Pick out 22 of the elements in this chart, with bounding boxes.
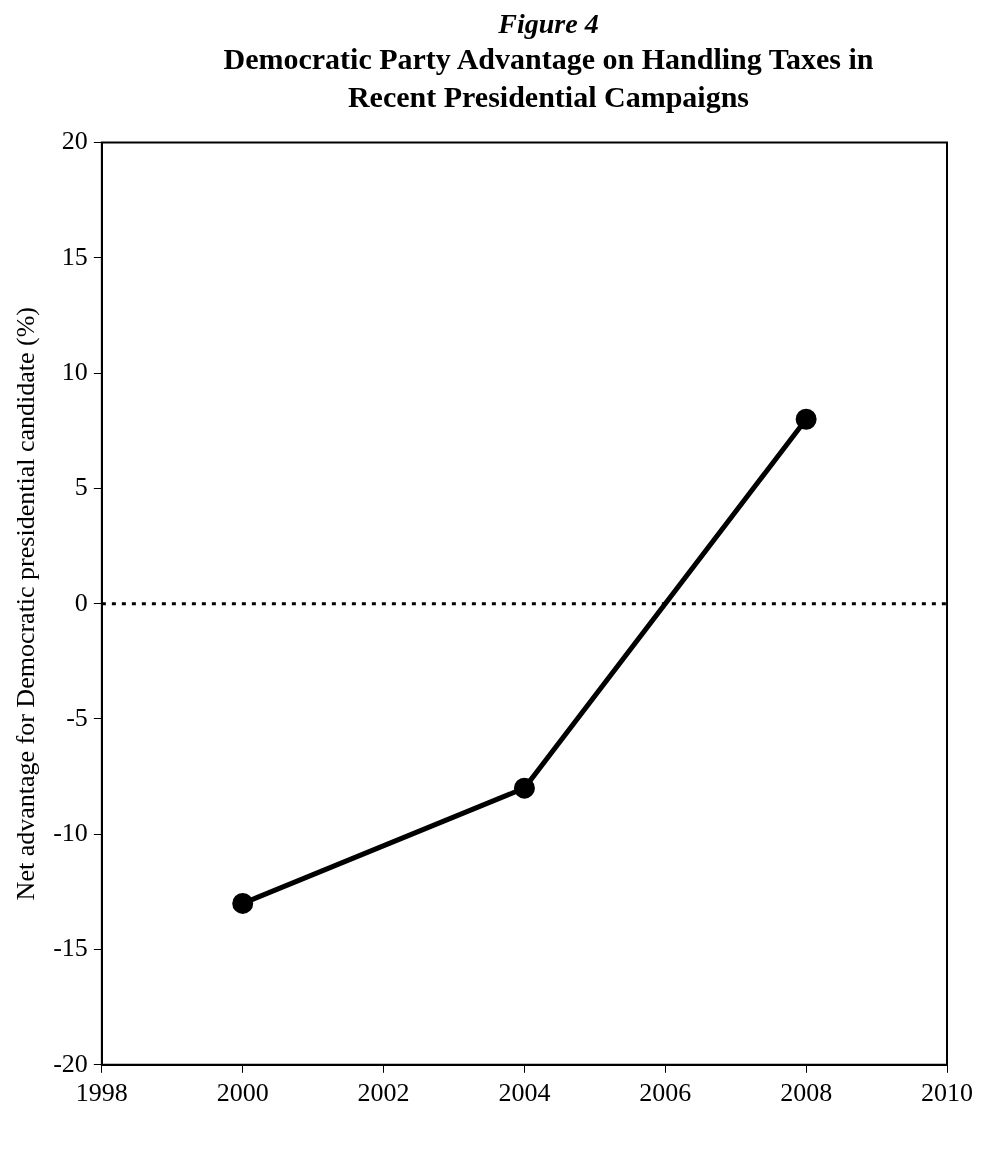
point bbox=[795, 408, 817, 430]
y-tick-label: -5 bbox=[66, 702, 88, 732]
y-tick-label: 15 bbox=[61, 241, 88, 271]
chart-title: Figure 4 bbox=[497, 8, 600, 40]
y-tick-label: 10 bbox=[61, 356, 88, 386]
y-tick-label: 0 bbox=[74, 587, 88, 617]
y-tick-label: 20 bbox=[61, 126, 88, 156]
x-tick-label: 2010 bbox=[921, 1078, 973, 1108]
y-tick-label: 5 bbox=[74, 472, 88, 502]
x-tick-label: 2002 bbox=[357, 1078, 410, 1108]
x-tick-label: 2008 bbox=[780, 1078, 833, 1108]
x-tick-label: 1998 bbox=[75, 1078, 128, 1108]
x-tick-label: 2006 bbox=[639, 1078, 692, 1108]
point bbox=[232, 892, 254, 914]
x-tick-label: 2004 bbox=[498, 1078, 551, 1108]
y-tick-label: -20 bbox=[53, 1048, 88, 1078]
y-tick-label: -10 bbox=[53, 818, 88, 848]
x-tick-label: 2000 bbox=[216, 1078, 269, 1108]
chart-subtitle: Democratic Party Advantage on Handling Taxes in Recent Presidential Campaigns bbox=[222, 41, 875, 115]
point bbox=[513, 777, 535, 799]
y-axis-title: Net advantage for Democratic presidential candidate (%) bbox=[11, 307, 41, 901]
y-tick-label: -15 bbox=[53, 933, 88, 963]
